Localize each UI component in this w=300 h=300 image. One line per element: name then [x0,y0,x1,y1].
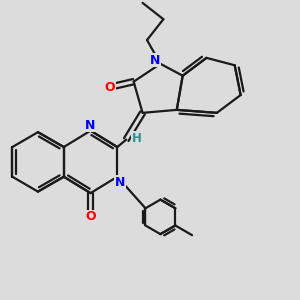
Text: H: H [132,132,142,145]
Text: N: N [115,176,125,189]
Text: O: O [105,81,115,94]
Text: N: N [150,54,160,67]
Text: N: N [85,119,96,132]
Text: O: O [85,210,96,224]
